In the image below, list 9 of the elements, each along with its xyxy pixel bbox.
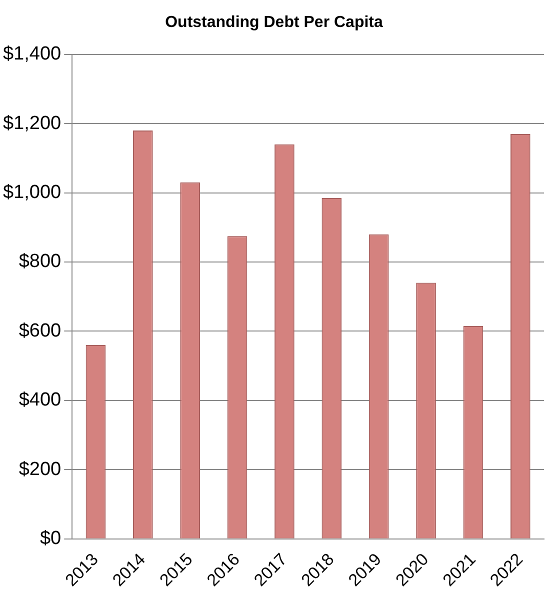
y-tick-label: $800 bbox=[18, 251, 62, 272]
y-tick-label: $1,200 bbox=[2, 112, 62, 134]
y-tick-label: $600 bbox=[18, 320, 62, 342]
y-tick-label: $1,000 bbox=[2, 182, 62, 204]
y-tick-label: $200 bbox=[18, 458, 62, 480]
y-tick-label: $400 bbox=[18, 390, 62, 411]
y-tick-label: $0 bbox=[40, 528, 62, 550]
chart-title: Outstanding Debt Per Capita bbox=[164, 14, 384, 32]
y-tick-label: $1,400 bbox=[2, 44, 62, 65]
